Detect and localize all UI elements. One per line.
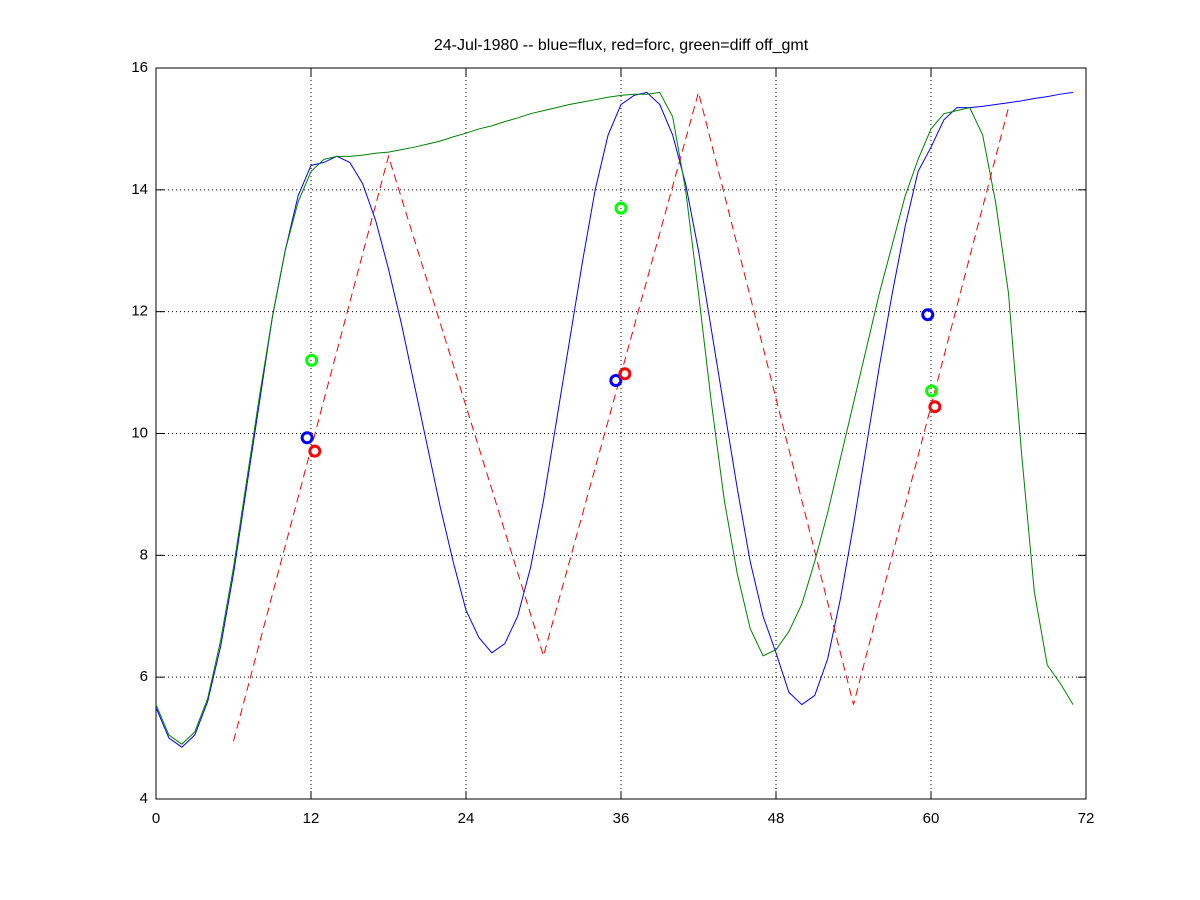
y-tick-label: 16 [131, 59, 148, 76]
y-tick-label: 4 [140, 790, 148, 807]
chart-title: 24-Jul-1980 -- blue=flux, red=forc, gree… [434, 37, 809, 54]
y-tick-label: 12 [131, 303, 148, 320]
marker [308, 444, 322, 458]
marker [925, 384, 939, 398]
plot-frame [155, 67, 1087, 800]
marker [614, 201, 628, 215]
marker [928, 400, 942, 414]
y-tick-label: 6 [140, 668, 148, 685]
y-tick-label: 10 [131, 424, 148, 441]
x-tick-label: 24 [458, 810, 475, 827]
x-tick-label: 0 [152, 810, 160, 827]
y-tick-label: 14 [131, 181, 148, 198]
x-tick-label: 12 [303, 810, 320, 827]
x-tick-label: 36 [613, 810, 630, 827]
x-tick-label: 72 [1078, 810, 1095, 827]
series-line [155, 91, 1074, 745]
marker [305, 353, 319, 367]
marker [921, 308, 935, 322]
series-line [155, 91, 1074, 748]
y-tick-label: 8 [140, 546, 148, 563]
marker [609, 374, 623, 388]
x-tick-label: 60 [923, 810, 940, 827]
x-tick-label: 48 [768, 810, 785, 827]
marker [300, 431, 314, 445]
marker [618, 367, 632, 381]
